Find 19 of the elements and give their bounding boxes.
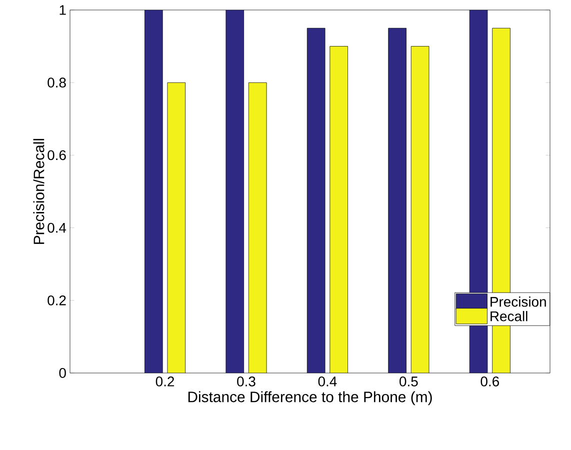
- x-tick-label: 0.3: [237, 376, 256, 386]
- y-tick-label: 0.8: [48, 78, 66, 88]
- x-tick-label: 0.2: [156, 376, 174, 386]
- y-tick-label: 0.4: [48, 222, 66, 233]
- legend-label: Precision: [490, 296, 546, 307]
- bar: [330, 46, 348, 373]
- bar: [167, 82, 186, 373]
- y-tick-label: 0.2: [48, 295, 66, 306]
- x-tick-label: 0.4: [318, 376, 337, 386]
- bar: [410, 46, 430, 373]
- y-tick-label: 0: [59, 368, 66, 378]
- bar: [248, 82, 267, 373]
- x-axis-title: Distance Difference to the Phone (m): [188, 391, 432, 406]
- legend-label: Recall: [490, 311, 528, 322]
- y-axis-title: Precision/Recall: [33, 138, 44, 244]
- y-tick-label: 0.6: [48, 150, 66, 160]
- y-tick-label: 1: [60, 5, 66, 15]
- x-tick-label: 0.6: [480, 376, 499, 386]
- x-tick-label: 0.5: [400, 376, 418, 386]
